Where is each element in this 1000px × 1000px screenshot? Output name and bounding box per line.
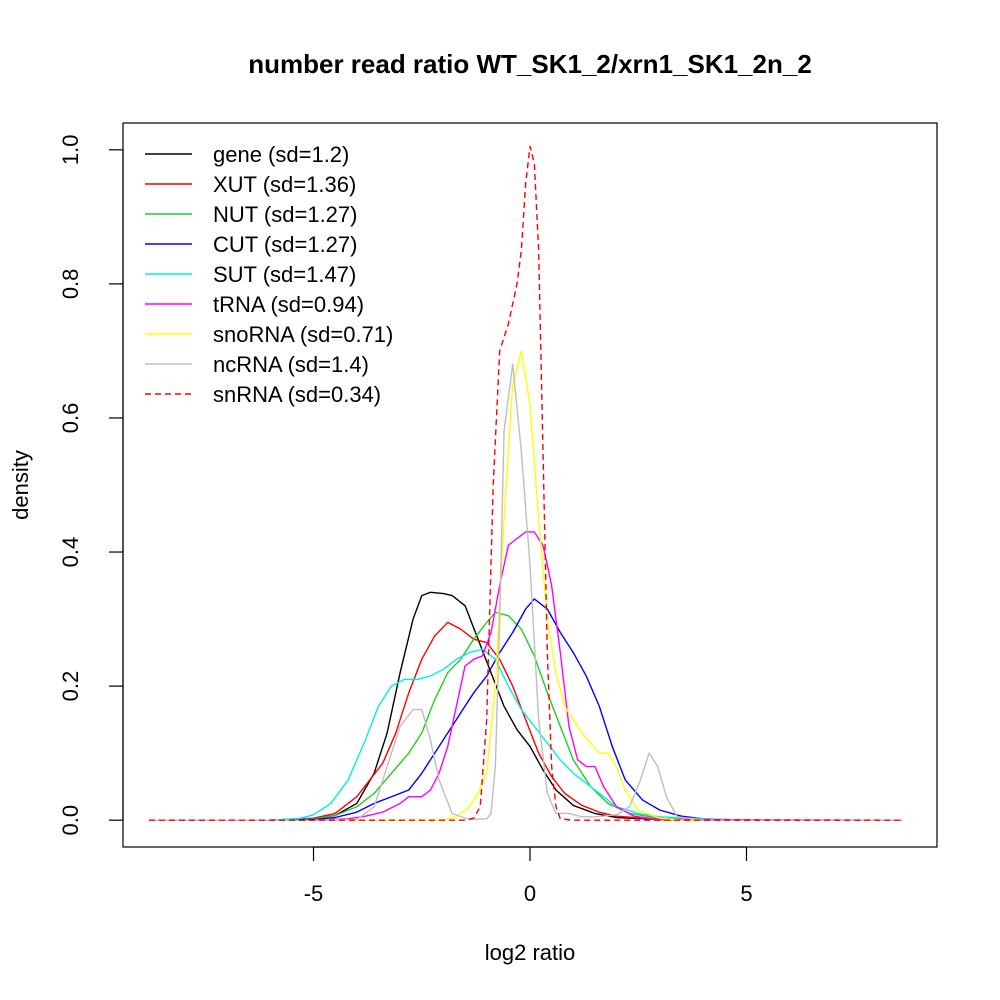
series-line-8 bbox=[148, 145, 903, 821]
y-tick-label: 0.2 bbox=[58, 671, 83, 702]
series-line-4 bbox=[148, 648, 903, 821]
x-tick-label: 5 bbox=[740, 881, 752, 906]
y-axis: 0.0 0.2 0.4 0.6 0.8 1.0 bbox=[58, 135, 124, 836]
legend-label-0: gene (sd=1.2) bbox=[213, 142, 349, 167]
legend: gene (sd=1.2) XUT (sd=1.36) NUT (sd=1.27) C… bbox=[145, 142, 393, 407]
x-tick-label: -5 bbox=[304, 881, 324, 906]
legend-label-8: snRNA (sd=0.34) bbox=[213, 382, 381, 407]
legend-label-5: tRNA (sd=0.94) bbox=[213, 292, 364, 317]
series-line-0 bbox=[148, 591, 903, 821]
y-axis-label: density bbox=[8, 450, 33, 520]
series-line-6 bbox=[148, 350, 903, 821]
x-tick-label: 0 bbox=[524, 881, 536, 906]
series-layer bbox=[148, 145, 903, 821]
legend-label-1: XUT (sd=1.36) bbox=[213, 172, 356, 197]
series-line-7 bbox=[148, 363, 903, 821]
legend-label-7: ncRNA (sd=1.4) bbox=[213, 352, 369, 377]
series-line-1 bbox=[148, 621, 903, 821]
y-tick-label: 0.4 bbox=[58, 537, 83, 568]
x-axis-label: log2 ratio bbox=[485, 940, 576, 965]
series-line-5 bbox=[148, 531, 903, 821]
legend-label-4: SUT (sd=1.47) bbox=[213, 262, 356, 287]
y-tick-label: 1.0 bbox=[58, 135, 83, 166]
legend-label-3: CUT (sd=1.27) bbox=[213, 232, 357, 257]
chart-title: number read ratio WT_SK1_2/xrn1_SK1_2n_2 bbox=[248, 49, 812, 79]
legend-label-2: NUT (sd=1.27) bbox=[213, 202, 357, 227]
series-line-3 bbox=[148, 598, 903, 821]
series-line-2 bbox=[148, 611, 903, 821]
y-tick-label: 0.6 bbox=[58, 403, 83, 434]
y-tick-label: 0.8 bbox=[58, 269, 83, 300]
y-tick-label: 0.0 bbox=[58, 805, 83, 836]
legend-label-6: snoRNA (sd=0.71) bbox=[213, 322, 393, 347]
x-axis: -5 0 5 bbox=[304, 846, 753, 906]
